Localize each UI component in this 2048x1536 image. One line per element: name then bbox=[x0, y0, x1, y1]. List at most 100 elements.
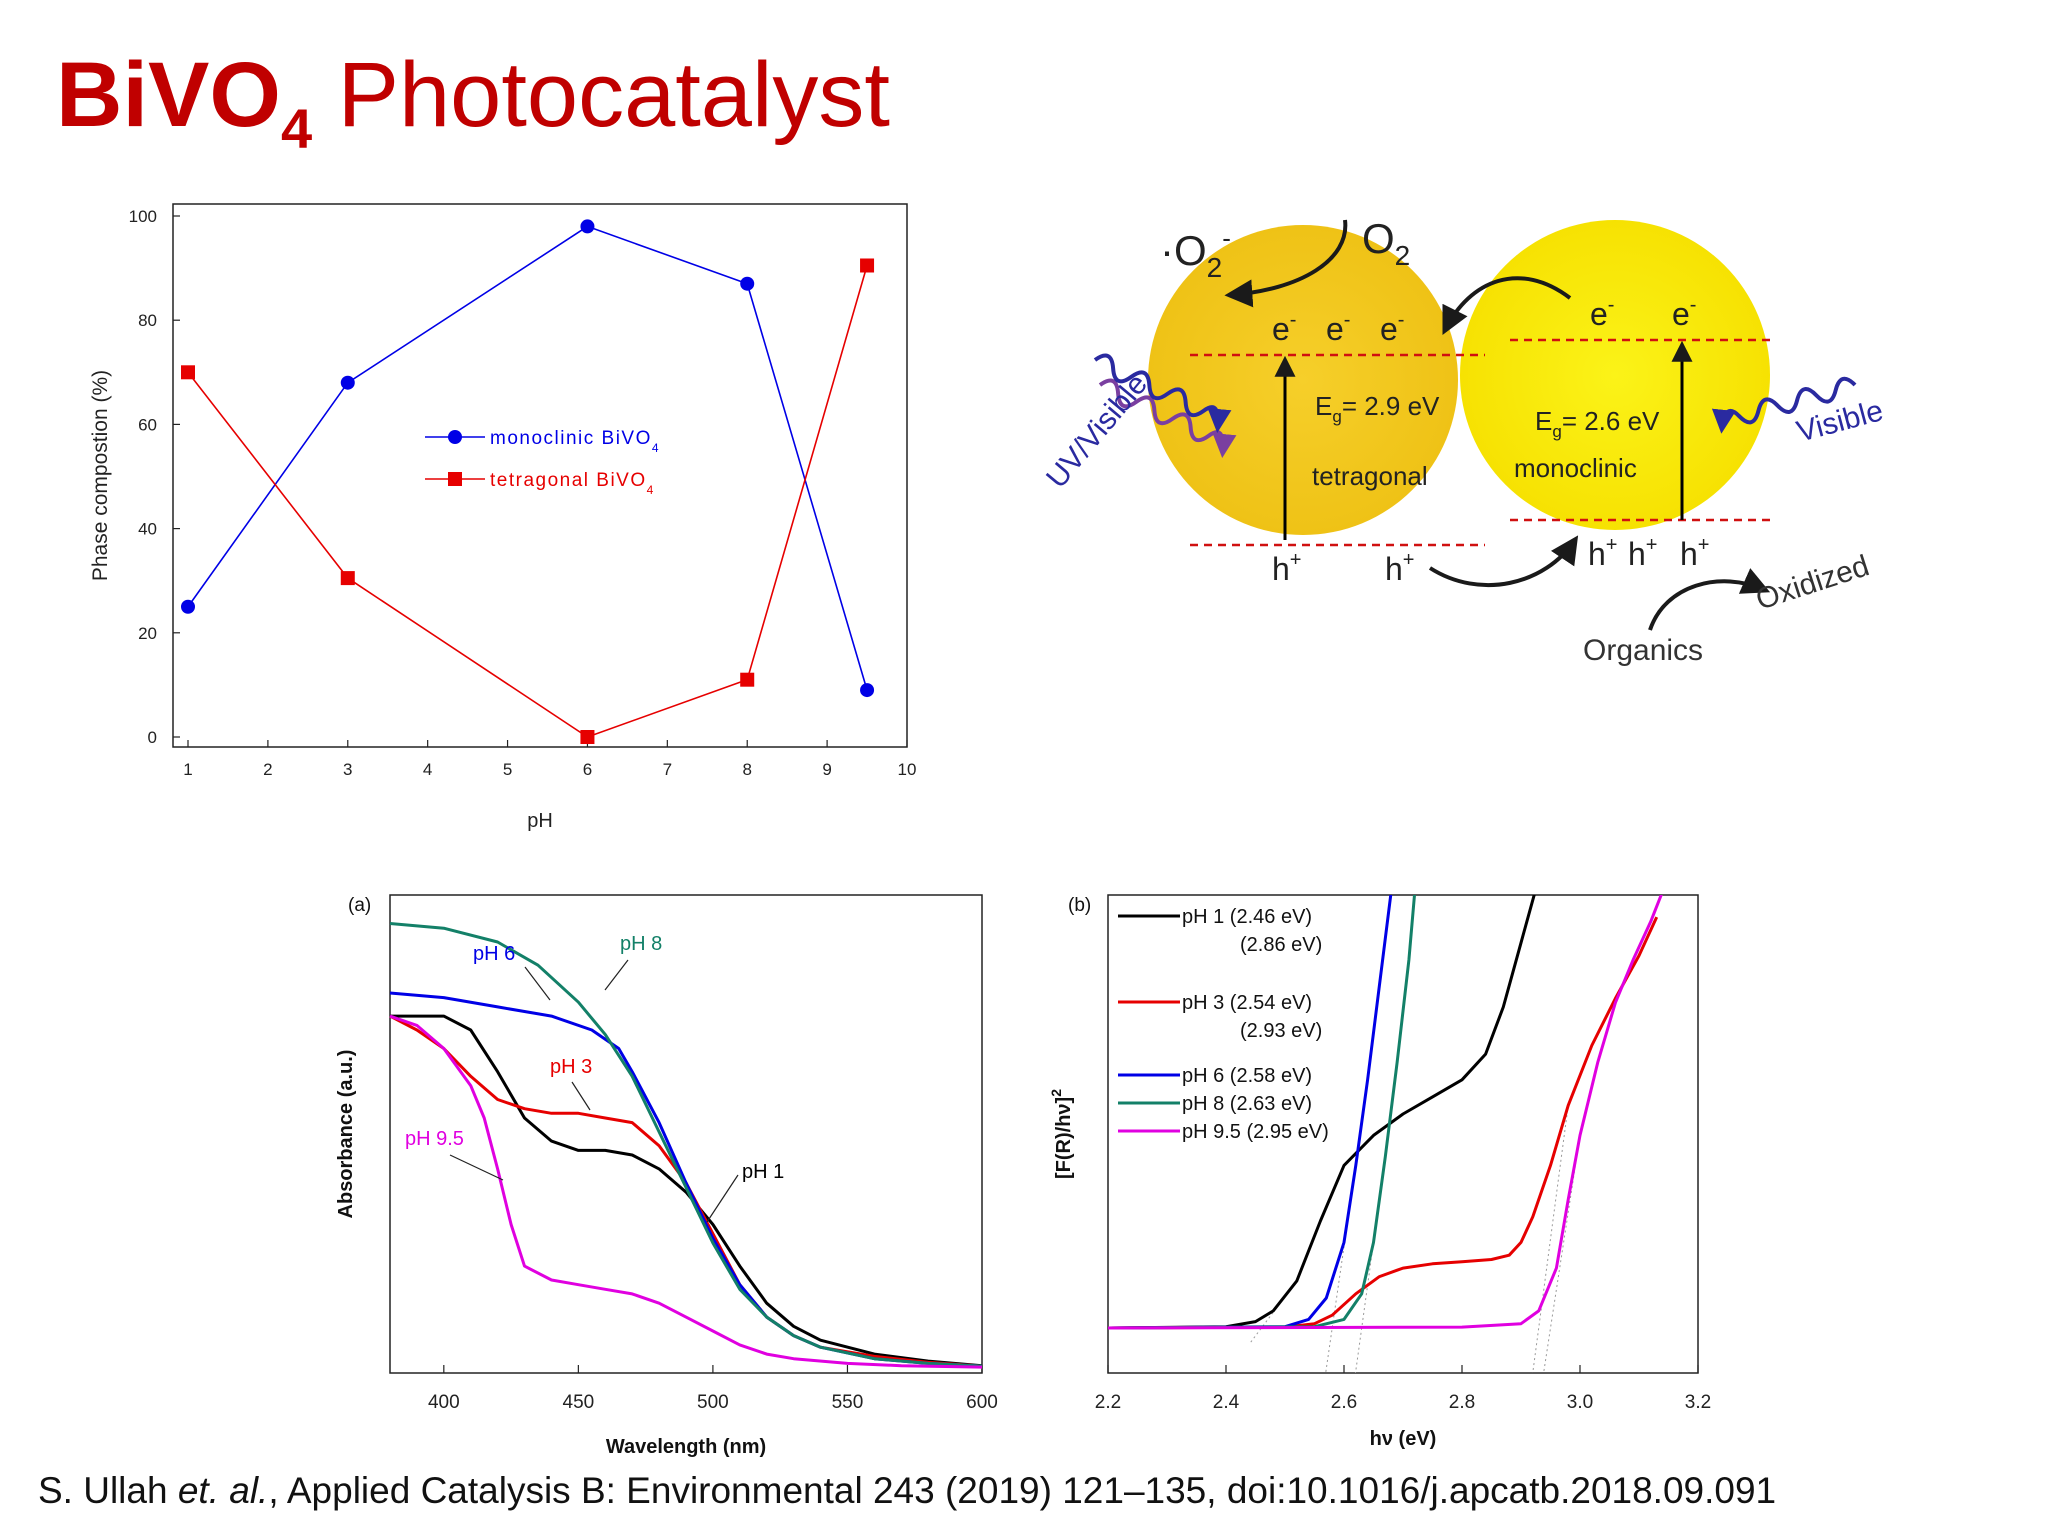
tangent-extrapolation bbox=[1532, 1105, 1569, 1373]
series-line-ph-8 bbox=[1108, 895, 1416, 1330]
electrons-monoclinic: e- e- bbox=[1590, 294, 1696, 332]
annotation-pointer bbox=[524, 966, 551, 1001]
svg-text:h+: h+ bbox=[1588, 534, 1617, 572]
y-tick-label: 80 bbox=[138, 311, 157, 330]
legend-label: pH 1 (2.46 eV) bbox=[1182, 906, 1312, 928]
legend-label: tetragonal BiVO4 bbox=[490, 470, 655, 497]
hole-transfer-arrow bbox=[1428, 535, 1579, 588]
bandgap-monoclinic: Eg= 2.6 eV bbox=[1535, 406, 1660, 441]
data-point-circle bbox=[860, 683, 875, 698]
citation: S. Ullah et. al., Applied Catalysis B: E… bbox=[38, 1470, 1776, 1512]
panel-label: (b) bbox=[1068, 895, 1091, 916]
series-line-ph-6 bbox=[1108, 895, 1393, 1330]
title-bold: BiVO bbox=[56, 44, 281, 146]
y-axis-label-superscript: 2 bbox=[1048, 1089, 1064, 1097]
y-axis-label: Absorbance (a.u.) bbox=[335, 1050, 357, 1219]
x-tick-label: 2 bbox=[263, 760, 272, 779]
y-axis-label-text: [F(R)/hν] bbox=[1053, 1097, 1075, 1179]
x-tick-label: 1 bbox=[183, 760, 192, 779]
plot-frame bbox=[1107, 894, 1699, 1374]
legend-label: pH 8 (2.63 eV) bbox=[1182, 1093, 1312, 1115]
organics-label: Organics bbox=[1583, 634, 1703, 667]
absorbance-chart: 400 450 500 550 600 Wavelength (nm) Absorbance… bbox=[335, 894, 998, 1458]
x-axis-label: hν (eV) bbox=[1370, 1428, 1437, 1450]
superoxide-label: ·O2- bbox=[1160, 223, 1231, 283]
legend-label-second: (2.93 eV) bbox=[1240, 1020, 1322, 1042]
annotation-label: pH 1 bbox=[742, 1161, 784, 1183]
chart3-axes: 2.2 2.4 2.6 2.8 3.0 3.2 hν (eV) [F(R)/hν]2 (b) bbox=[1048, 894, 1711, 1450]
annotation-pointer bbox=[706, 1174, 739, 1223]
oxygen-label: O2 bbox=[1362, 215, 1410, 271]
chart2-series bbox=[389, 922, 983, 1369]
holes-tetragonal: h+ h+ bbox=[1272, 549, 1414, 587]
x-tick-label: 2.2 bbox=[1095, 1392, 1121, 1413]
data-point-square bbox=[181, 365, 195, 380]
data-point-circle bbox=[181, 599, 195, 614]
svg-text:e-: e- bbox=[1272, 309, 1296, 347]
chart2-annotations: pH 6 pH 8 pH 3 pH 9.5 pH 1 bbox=[405, 933, 784, 1223]
slide-title: BiVO4 Photocatalyst bbox=[56, 30, 890, 194]
annotation-pointer bbox=[604, 959, 629, 991]
series-line-ph-9-5 bbox=[389, 1014, 983, 1369]
superoxide-arrow bbox=[1224, 219, 1348, 308]
series-line-ph-8 bbox=[389, 922, 983, 1368]
uv-visible-label: UV/Visible bbox=[1040, 368, 1154, 495]
x-axis-label: pH bbox=[527, 810, 553, 832]
uv-visible-wave-1 bbox=[1098, 378, 1237, 459]
x-tick-label: 500 bbox=[697, 1392, 729, 1413]
panel-label: (a) bbox=[348, 895, 371, 916]
annotation-pointer bbox=[571, 1081, 591, 1111]
svg-text:h+: h+ bbox=[1272, 549, 1301, 587]
tangent-extrapolation bbox=[1325, 1165, 1357, 1373]
svg-text:e-: e- bbox=[1590, 294, 1614, 332]
y-tick-label: 20 bbox=[138, 624, 157, 643]
svg-text:h+: h+ bbox=[1628, 534, 1657, 572]
tauc-plot-chart: 2.2 2.4 2.6 2.8 3.0 3.2 hν (eV) [F(R)/hν]2 (b) p… bbox=[1048, 894, 1711, 1450]
monoclinic-particle bbox=[1460, 220, 1770, 530]
x-tick-label: 9 bbox=[822, 760, 831, 779]
x-tick-label: 400 bbox=[428, 1392, 460, 1413]
uv-visible-wave-2 bbox=[1093, 353, 1232, 434]
chart3-legend: pH 1 (2.46 eV) (2.86 eV) pH 3 (2.54 eV) (2.… bbox=[1118, 906, 1329, 1143]
series-line-ph-6 bbox=[389, 991, 983, 1368]
electrons-tetragonal: e- e- e- bbox=[1272, 309, 1404, 347]
annotation-label: pH 8 bbox=[620, 933, 662, 955]
x-tick-label: 600 bbox=[966, 1392, 998, 1413]
series-line-0 bbox=[187, 225, 868, 691]
title-subscript: 4 bbox=[280, 97, 313, 160]
plot-frame bbox=[389, 894, 983, 1374]
legend-label-second: (2.86 eV) bbox=[1240, 934, 1322, 956]
svg-text:e-: e- bbox=[1672, 294, 1696, 332]
visible-wave bbox=[1711, 376, 1857, 434]
series-line-ph-1 bbox=[390, 1014, 983, 1368]
x-axis-label: Wavelength (nm) bbox=[606, 1436, 766, 1458]
y-tick-label: 40 bbox=[138, 520, 157, 539]
annotation-label: pH 6 bbox=[473, 943, 515, 965]
y-tick-label: 100 bbox=[129, 207, 157, 226]
svg-text:h+: h+ bbox=[1680, 534, 1709, 572]
plot-frame bbox=[172, 203, 908, 748]
data-point-circle bbox=[340, 375, 355, 390]
electron-transfer-arrow bbox=[1442, 276, 1572, 336]
svg-text:e-: e- bbox=[1326, 309, 1350, 347]
x-tick-label: 2.4 bbox=[1213, 1392, 1240, 1413]
y-tick-label: 60 bbox=[138, 415, 157, 434]
x-tick-label: 3.2 bbox=[1685, 1392, 1711, 1413]
oxidation-arrow bbox=[1648, 568, 1771, 631]
x-tick-label: 8 bbox=[742, 760, 751, 779]
annotation-label: pH 3 bbox=[550, 1056, 592, 1078]
data-point-square bbox=[580, 730, 595, 744]
x-tick-label: 550 bbox=[832, 1392, 864, 1413]
legend-marker-circle bbox=[448, 430, 462, 444]
monoclinic-label: monoclinic bbox=[1514, 453, 1637, 483]
x-tick-label: 5 bbox=[503, 760, 512, 779]
x-tick-label: 3 bbox=[343, 760, 352, 779]
title-rest: Photocatalyst bbox=[337, 44, 890, 146]
legend-label: pH 9.5 (2.95 eV) bbox=[1182, 1121, 1329, 1143]
svg-text:e-: e- bbox=[1380, 309, 1404, 347]
citation-etal: et. al. bbox=[177, 1470, 269, 1511]
title-space bbox=[312, 44, 338, 146]
visible-label: Visible bbox=[1793, 394, 1886, 449]
